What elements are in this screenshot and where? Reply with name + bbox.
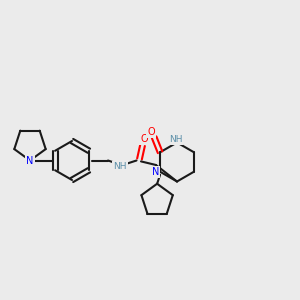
Text: NH: NH bbox=[169, 135, 182, 144]
Text: N: N bbox=[152, 167, 159, 177]
Text: O: O bbox=[140, 134, 148, 145]
Text: NH: NH bbox=[113, 162, 127, 171]
Text: O: O bbox=[147, 127, 155, 137]
Text: N: N bbox=[26, 155, 34, 166]
